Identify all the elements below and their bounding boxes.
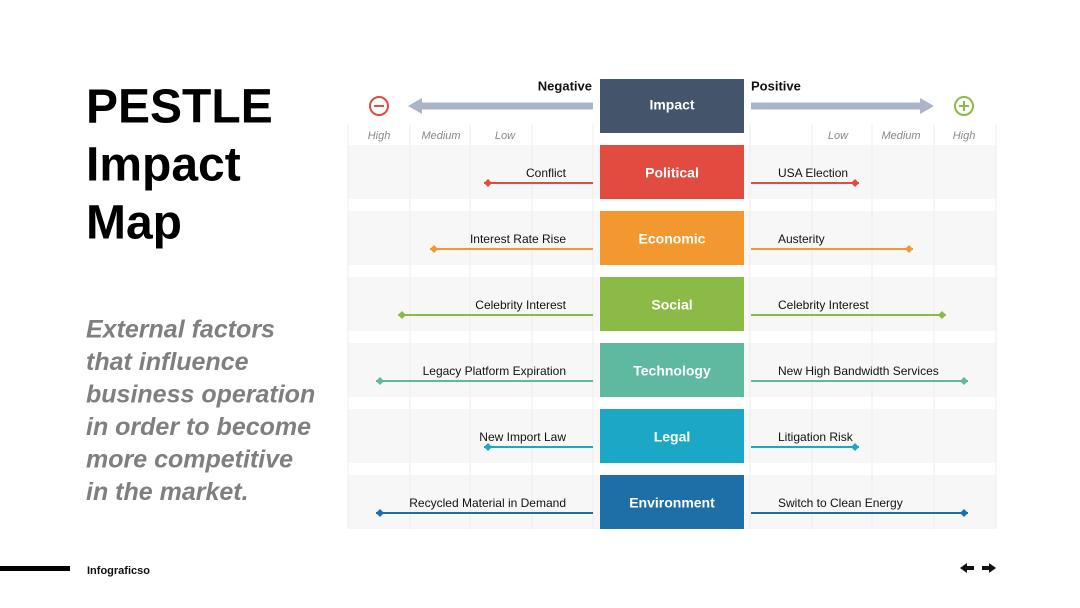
- impact-box: [600, 79, 744, 133]
- positive-end: [851, 179, 859, 187]
- subtitle: External factors: [86, 316, 275, 344]
- factor-box: [600, 277, 744, 331]
- negative-end: [398, 311, 406, 319]
- positive-factor: Austerity: [778, 232, 825, 246]
- scale-label: Low: [828, 130, 849, 142]
- negative-factor: Legacy Platform Expiration: [423, 364, 566, 378]
- factor-label: Political: [645, 165, 699, 181]
- positive-end: [851, 443, 859, 451]
- positive-icon: [954, 96, 974, 116]
- subtitle: more competitive: [86, 446, 293, 474]
- negative-end: [484, 179, 492, 187]
- positive-end: [960, 377, 968, 385]
- positive-factor: Switch to Clean Energy: [778, 496, 903, 510]
- brand: Infograficso: [87, 565, 150, 577]
- negative-factor: Interest Rate Rise: [470, 232, 566, 246]
- negative-end: [376, 509, 384, 517]
- factor-box: [600, 409, 744, 463]
- prev-button[interactable]: [960, 563, 974, 573]
- negative-factor: Recycled Material in Demand: [409, 496, 566, 510]
- footer-bar: [0, 566, 70, 571]
- factor-label: Technology: [633, 363, 711, 379]
- factor-label: Legal: [654, 429, 691, 445]
- factor-label: Economic: [639, 231, 706, 247]
- scale-label: Low: [495, 130, 516, 142]
- positive-end: [960, 509, 968, 517]
- positive-factor: USA Election: [778, 166, 848, 180]
- negative-factor: New Import Law: [479, 430, 566, 444]
- positive-factor: Celebrity Interest: [778, 298, 869, 312]
- title: Impact: [86, 139, 241, 192]
- scale-label: Medium: [421, 130, 460, 142]
- factor-label: Social: [651, 297, 692, 313]
- scale-label: High: [368, 130, 391, 142]
- negative-factor: Conflict: [526, 166, 567, 180]
- title: Map: [86, 197, 182, 250]
- subtitle: in order to become: [86, 413, 311, 441]
- scale-label: High: [953, 130, 976, 142]
- negative-factor: Celebrity Interest: [475, 298, 566, 312]
- positive-label: Positive: [751, 78, 801, 93]
- scale-label: Medium: [881, 130, 920, 142]
- negative-end: [484, 443, 492, 451]
- positive-end: [938, 311, 946, 319]
- factor-box: [600, 145, 744, 199]
- negative-end: [430, 245, 438, 253]
- negative-arrowhead: [408, 98, 422, 114]
- negative-label: Negative: [538, 78, 592, 93]
- negative-icon: [369, 96, 389, 116]
- plus: [959, 101, 969, 111]
- positive-end: [905, 245, 913, 253]
- subtitle: in the market.: [86, 478, 249, 506]
- subtitle: business operation: [86, 381, 315, 409]
- subtitle: that influence: [86, 348, 249, 376]
- factor-box: [600, 211, 744, 265]
- title: PESTLE: [86, 81, 273, 134]
- positive-factor: Litigation Risk: [778, 430, 854, 444]
- factor-label: Environment: [629, 495, 715, 511]
- positive-arrowhead: [920, 98, 934, 114]
- impact-header: Impact: [649, 97, 694, 113]
- factor-box: [600, 343, 744, 397]
- positive-factor: New High Bandwidth Services: [778, 364, 939, 378]
- factor-box: [600, 475, 744, 529]
- next-button[interactable]: [982, 563, 996, 573]
- negative-end: [376, 377, 384, 385]
